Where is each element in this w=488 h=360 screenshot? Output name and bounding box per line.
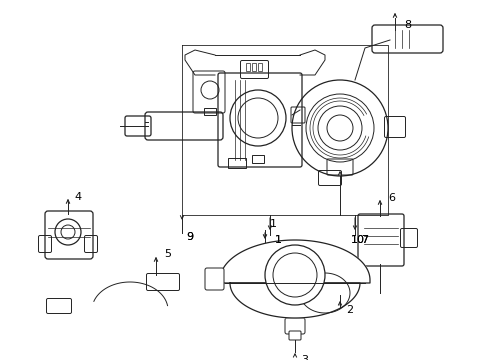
Bar (251, 63, 256, 71)
Circle shape (264, 245, 325, 305)
Bar (227, 158, 245, 168)
Text: 3: 3 (301, 355, 308, 360)
Bar (245, 63, 249, 71)
Text: 4: 4 (74, 192, 81, 202)
Text: 7: 7 (361, 235, 368, 245)
Polygon shape (220, 240, 369, 283)
Text: 6: 6 (387, 193, 395, 203)
Text: 8: 8 (404, 20, 411, 30)
Text: 1: 1 (269, 219, 276, 229)
Text: 1: 1 (274, 235, 281, 245)
FancyBboxPatch shape (285, 318, 305, 334)
Text: 1: 1 (274, 235, 281, 245)
Text: 9: 9 (186, 232, 193, 242)
FancyBboxPatch shape (288, 331, 301, 340)
Text: 10: 10 (350, 235, 364, 245)
Text: 10: 10 (350, 235, 364, 245)
FancyBboxPatch shape (204, 268, 224, 290)
Bar (258, 63, 262, 71)
Polygon shape (229, 283, 359, 318)
Bar (203, 108, 216, 115)
Text: 2: 2 (346, 305, 353, 315)
Text: 9: 9 (186, 232, 193, 242)
Text: 7: 7 (361, 235, 368, 245)
Text: 5: 5 (164, 249, 171, 259)
Bar (251, 155, 264, 163)
